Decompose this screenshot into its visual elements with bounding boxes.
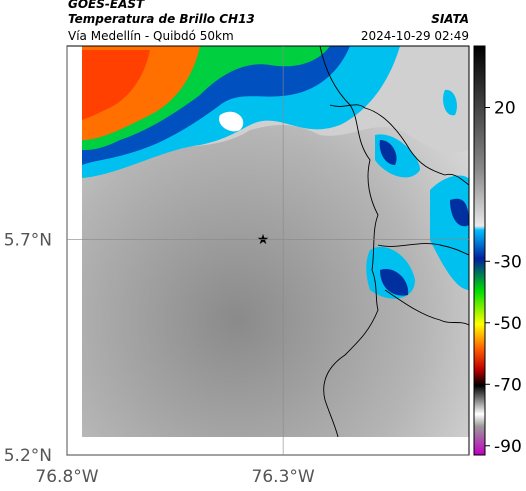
colorbar-tick-label: -90: [494, 437, 522, 457]
boundaries: [319, 46, 469, 437]
colorbar-tick-label: -50: [494, 314, 522, 334]
timestamp: 2024-10-29 02:49: [361, 29, 469, 43]
lat-tick-label: 5.2°N: [4, 446, 52, 466]
lon-tick-label: 76.8°W: [35, 467, 98, 487]
colorbar: [473, 45, 486, 456]
lon-tick-label: 76.3°W: [252, 467, 315, 487]
source: GOES-EAST: [68, 0, 145, 11]
brand: SIATA: [431, 12, 469, 26]
imagery: [82, 46, 469, 437]
colorbar-tick-label: 20: [494, 99, 516, 119]
subtitle: Vía Medellín - Quibdó 50km: [68, 29, 234, 43]
colorbar-tick-label: -30: [494, 252, 522, 272]
lat-tick-label: 5.7°N: [4, 231, 52, 251]
colorbar-tick-label: -70: [494, 375, 522, 395]
title: Temperatura de Brillo CH13: [68, 12, 255, 26]
ticks: 76.8°W 76.3°W 5.7°N 5.2°N 20 -30 -50 -70 -90: [4, 46, 522, 487]
